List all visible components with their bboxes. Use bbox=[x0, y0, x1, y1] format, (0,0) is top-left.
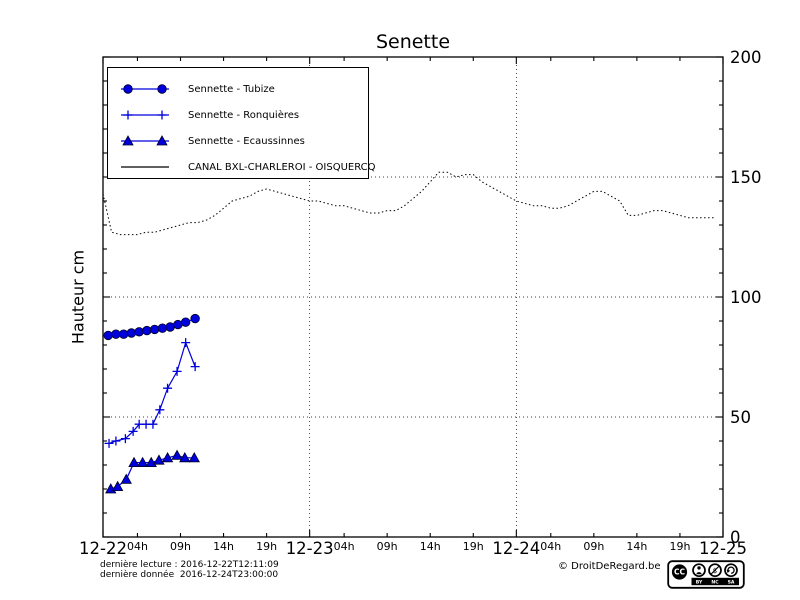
x-hour-tick-label: 04h bbox=[127, 540, 148, 553]
y-tick-label: 150 bbox=[730, 168, 762, 187]
marker-triangle bbox=[122, 135, 134, 146]
marker-circle bbox=[149, 324, 160, 335]
cc-by-label: BY bbox=[696, 580, 703, 586]
legend-item: Sennette - Ronquières bbox=[119, 102, 368, 128]
legend-label: Sennette - Tubize bbox=[188, 83, 275, 95]
legend: Sennette - Tubize Sennette - Ronquières Se… bbox=[107, 67, 376, 180]
cc-by-person-body bbox=[696, 572, 702, 575]
legend-label: Sennette - Ronquières bbox=[188, 109, 300, 121]
marker-plus bbox=[148, 419, 158, 429]
cc-sa-arrow bbox=[727, 566, 735, 574]
cc-logo-text: CC bbox=[674, 568, 686, 577]
x-hour-tick-label: 04h bbox=[540, 540, 561, 553]
legend-item: Sennette - Ecaussinnes bbox=[119, 128, 368, 154]
chart-title: Senette bbox=[375, 31, 451, 53]
marker-circle bbox=[142, 325, 152, 336]
marker-plus bbox=[172, 366, 182, 376]
y-axis-label: Hauteur cm bbox=[68, 249, 88, 345]
y-tick-label: 200 bbox=[730, 48, 762, 67]
x-day-tick-label: 12-25 bbox=[699, 539, 747, 558]
cc-license-badge: CC $ BY NC SA bbox=[667, 560, 745, 589]
series-line-1 bbox=[108, 340, 196, 444]
marker-triangle bbox=[188, 451, 200, 463]
marker-circle bbox=[126, 328, 137, 338]
marker-plus bbox=[181, 338, 191, 348]
legend-label: CANAL BXL-CHARLEROI - OISQUERCQ bbox=[188, 161, 376, 173]
y-tick-label: 50 bbox=[730, 408, 751, 427]
x-hour-tick-label: 19h bbox=[463, 540, 484, 553]
marker-circle bbox=[134, 327, 144, 337]
cc-by-person-head bbox=[697, 566, 701, 570]
marker-circle bbox=[165, 322, 175, 332]
marker-plus bbox=[104, 438, 114, 448]
marker-circle bbox=[180, 317, 191, 327]
x-hour-tick-label: 04h bbox=[334, 540, 355, 553]
marker-plus bbox=[120, 434, 130, 444]
marker-circle bbox=[118, 329, 129, 339]
marker-plus bbox=[128, 426, 138, 436]
legend-label: Sennette - Ecaussinnes bbox=[188, 135, 305, 147]
marker-plus bbox=[163, 383, 173, 393]
x-hour-tick-label: 19h bbox=[669, 540, 690, 553]
x-hour-tick-label: 14h bbox=[626, 540, 647, 553]
marker-triangle bbox=[171, 449, 183, 460]
marker-circle bbox=[103, 330, 113, 341]
marker-triangle bbox=[153, 454, 165, 465]
last-data-text: dernière donnée 2016-12-24T23:00:00 bbox=[100, 570, 279, 580]
marker-plus bbox=[190, 362, 200, 372]
last-reading-text: dernière lecture : 2016-12-22T12:11:09 bbox=[100, 560, 279, 570]
cc-sa-arrowhead bbox=[726, 569, 731, 573]
cc-by-icon bbox=[692, 563, 706, 578]
marker-triangle bbox=[128, 456, 140, 467]
marker-circle bbox=[190, 313, 200, 324]
cc-sa-icon bbox=[724, 563, 738, 578]
x-hour-tick-label: 09h bbox=[377, 540, 398, 553]
marker-plus bbox=[123, 110, 133, 120]
x-hour-tick-label: 19h bbox=[256, 540, 277, 553]
x-hour-tick-label: 09h bbox=[583, 540, 604, 553]
marker-triangle bbox=[111, 480, 124, 491]
marker-circle bbox=[173, 319, 183, 330]
legend-item: CANAL BXL-CHARLEROI - OISQUERCQ bbox=[119, 154, 376, 180]
legend-triangle-swatch-icon bbox=[121, 135, 169, 146]
legend-plus-swatch-icon bbox=[121, 110, 169, 120]
legend-none-swatch-icon bbox=[121, 166, 169, 168]
marker-plus bbox=[155, 405, 165, 415]
marker-triangle bbox=[179, 451, 191, 463]
marker-circle bbox=[157, 84, 167, 94]
copyright-text: © DroitDeRegard.be bbox=[558, 561, 661, 572]
marker-plus bbox=[157, 110, 167, 120]
cc-nc-slash bbox=[710, 565, 720, 575]
marker-circle bbox=[111, 329, 121, 339]
x-hour-tick-label: 14h bbox=[420, 540, 441, 553]
marker-circle bbox=[123, 84, 133, 94]
x-day-tick-label: 12-23 bbox=[286, 539, 334, 558]
cc-attr-strip bbox=[691, 577, 739, 586]
x-day-tick-label: 12-24 bbox=[492, 539, 540, 558]
y-tick-label: 100 bbox=[730, 288, 762, 307]
series-line-3 bbox=[102, 171, 715, 236]
cc-nc-label: NC bbox=[711, 580, 719, 586]
y-tick-label: 0 bbox=[730, 528, 741, 547]
marker-triangle bbox=[156, 135, 168, 146]
x-day-tick-label: 12-22 bbox=[79, 539, 127, 558]
cc-logo-icon bbox=[671, 564, 688, 580]
cc-sa-label: SA bbox=[728, 580, 735, 586]
x-hour-tick-label: 09h bbox=[170, 540, 191, 553]
marker-triangle bbox=[120, 473, 132, 484]
legend-item: Sennette - Tubize bbox=[119, 76, 368, 102]
marker-plus bbox=[111, 436, 121, 446]
marker-circle bbox=[157, 323, 168, 333]
marker-triangle bbox=[161, 451, 174, 463]
legend-circle-swatch-icon bbox=[121, 84, 169, 94]
marker-triangle bbox=[136, 456, 149, 467]
x-hour-tick-label: 14h bbox=[213, 540, 234, 553]
